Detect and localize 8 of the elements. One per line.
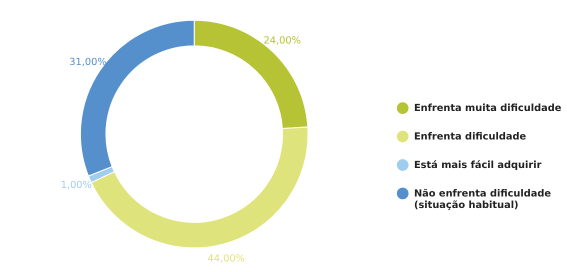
legend-label: Enfrenta muita dificuldade	[414, 103, 562, 114]
data-label: 44,00%	[208, 254, 245, 265]
data-label: 31,00%	[69, 56, 107, 68]
legend-label: Não enfrenta dificuldade (situação habitual)	[414, 188, 552, 212]
legend-label: Está mais fácil adquirir	[414, 160, 542, 171]
data-label: 1,00%	[60, 180, 92, 192]
legend-label: Enfrenta dificuldade	[414, 131, 526, 142]
data-label: 24,00%	[264, 35, 301, 46]
